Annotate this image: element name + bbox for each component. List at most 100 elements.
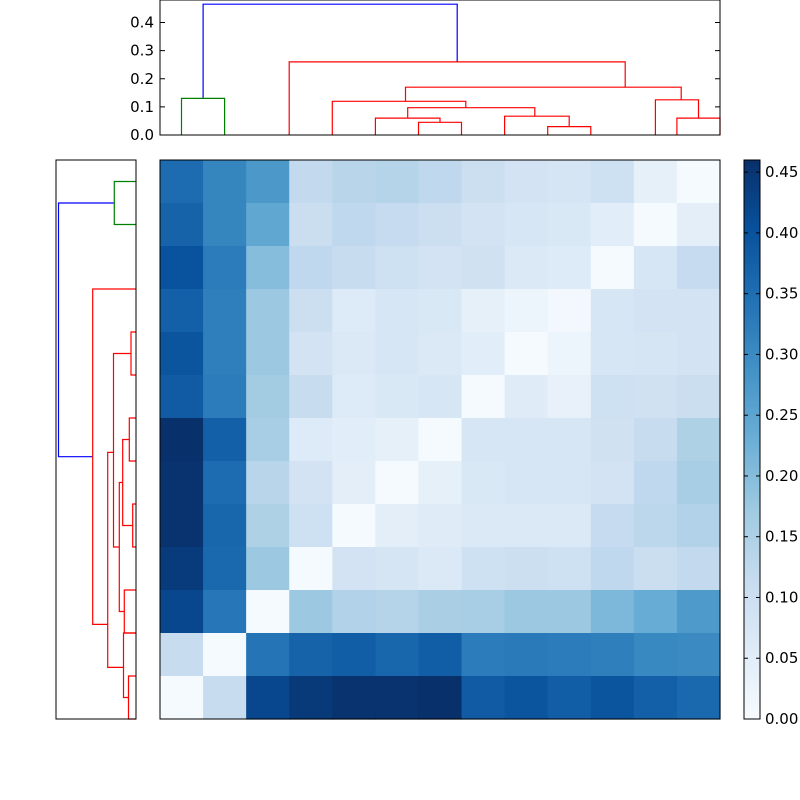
left-dendrogram-link-8 — [128, 417, 136, 462]
top-dendrogram-frame — [159, 0, 721, 136]
heatmap-cell-r1-c10 — [590, 203, 635, 247]
heatmap-cell-r11-c12 — [676, 633, 721, 677]
top-dendrogram-links — [180, 3, 721, 135]
heatmap-cell-r7-c2 — [246, 461, 290, 505]
heatmap-cell-r12-c6 — [418, 676, 463, 720]
heatmap-cell-r9-c7 — [461, 547, 506, 591]
heatmap-cell-r9-c2 — [246, 547, 290, 591]
heatmap-cell-r7-c5 — [375, 461, 420, 505]
top-dendrogram-link-7 — [417, 121, 463, 135]
heatmap-cell-r9-c9 — [547, 547, 592, 591]
top-dendrogram-link-4 — [331, 100, 467, 135]
heatmap — [159, 159, 721, 720]
heatmap-cell-r10-c2 — [246, 590, 290, 634]
top-dendrogram-link-10 — [654, 99, 700, 135]
heatmap-cell-r10-c3 — [289, 590, 333, 634]
heatmap-cell-r3-c9 — [547, 289, 592, 333]
left-dendrogram-link-9 — [132, 503, 136, 548]
heatmap-cell-r4-c5 — [375, 332, 420, 376]
heatmap-cell-r4-c0 — [160, 332, 204, 376]
heatmap-cell-r3-c0 — [160, 289, 204, 333]
heatmap-cell-r0-c4 — [332, 160, 376, 204]
heatmap-cell-r6-c0 — [160, 418, 204, 462]
top-dendrogram-link-6 — [374, 117, 441, 135]
top-dendrogram-ytick-label-4: 0.4 — [130, 14, 154, 32]
heatmap-cell-r11-c9 — [547, 633, 592, 677]
heatmap-cell-r9-c12 — [676, 547, 721, 591]
heatmap-cell-r3-c7 — [461, 289, 506, 333]
heatmap-cell-r1-c1 — [203, 203, 247, 247]
heatmap-frame — [159, 159, 721, 720]
colorbar-tick-label-8: 0.40 — [765, 224, 798, 242]
heatmap-cell-r0-c12 — [676, 160, 721, 204]
left-dendrogram-link-1 — [113, 180, 136, 226]
heatmap-cell-r5-c0 — [160, 375, 204, 419]
heatmap-cell-r12-c12 — [676, 676, 721, 720]
heatmap-cell-r5-c4 — [332, 375, 376, 419]
heatmap-cell-r0-c9 — [547, 160, 592, 204]
heatmap-cell-r1-c8 — [504, 203, 549, 247]
heatmap-cell-r10-c7 — [461, 590, 506, 634]
heatmap-cell-r12-c9 — [547, 676, 592, 720]
heatmap-cell-r0-c1 — [203, 160, 247, 204]
heatmap-cell-r1-c6 — [418, 203, 463, 247]
top-dendrogram-ytick-label-1: 0.1 — [130, 98, 154, 116]
heatmap-cell-r0-c3 — [289, 160, 333, 204]
heatmap-cell-r10-c1 — [203, 590, 247, 634]
heatmap-cell-r8-c4 — [332, 504, 376, 548]
colorbar-tick-label-5: 0.25 — [765, 406, 798, 424]
heatmap-cell-r12-c1 — [203, 676, 247, 720]
heatmap-cell-r4-c7 — [461, 332, 506, 376]
heatmap-cell-r1-c12 — [676, 203, 721, 247]
colorbar-tick-label-4: 0.20 — [765, 467, 798, 485]
heatmap-cell-r8-c8 — [504, 504, 549, 548]
top-dendrogram-link-2 — [288, 61, 626, 135]
heatmap-cell-r10-c8 — [504, 590, 549, 634]
colorbar-tick-label-9: 0.45 — [765, 163, 798, 181]
heatmap-cell-r2-c7 — [461, 246, 506, 290]
heatmap-cell-r8-c5 — [375, 504, 420, 548]
heatmap-cell-r10-c0 — [160, 590, 204, 634]
heatmap-cell-r0-c10 — [590, 160, 635, 204]
colorbar-tick-label-2: 0.10 — [765, 588, 798, 606]
heatmap-cell-r1-c11 — [633, 203, 678, 247]
heatmap-cell-r10-c5 — [375, 590, 420, 634]
heatmap-cell-r0-c7 — [461, 160, 506, 204]
heatmap-cell-r4-c9 — [547, 332, 592, 376]
heatmap-cell-r4-c2 — [246, 332, 290, 376]
top-dendrogram-link-9 — [547, 125, 592, 135]
heatmap-cell-r6-c10 — [590, 418, 635, 462]
heatmap-cell-r0-c2 — [246, 160, 290, 204]
left-dendrogram-links — [57, 180, 136, 720]
heatmap-cell-r12-c4 — [332, 676, 376, 720]
heatmap-cell-r1-c3 — [289, 203, 333, 247]
left-dendrogram-link-4 — [112, 352, 131, 548]
top-dendrogram-link-11 — [676, 117, 721, 135]
heatmap-cell-r11-c8 — [504, 633, 549, 677]
heatmap-cell-r7-c11 — [633, 461, 678, 505]
heatmap-cell-r3-c4 — [332, 289, 376, 333]
heatmap-cell-r3-c5 — [375, 289, 420, 333]
colorbar-frame — [743, 159, 761, 720]
heatmap-cell-r1-c4 — [332, 203, 376, 247]
heatmap-cell-r11-c1 — [203, 633, 247, 677]
heatmap-cell-r9-c1 — [203, 547, 247, 591]
heatmap-cell-r9-c6 — [418, 547, 463, 591]
heatmap-cell-r3-c11 — [633, 289, 678, 333]
heatmap-cell-r11-c0 — [160, 633, 204, 677]
heatmap-cell-r11-c5 — [375, 633, 420, 677]
heatmap-cell-r11-c3 — [289, 633, 333, 677]
heatmap-cell-r1-c9 — [547, 203, 592, 247]
heatmap-cell-r5-c1 — [203, 375, 247, 419]
heatmap-cell-r0-c8 — [504, 160, 549, 204]
left-dendrogram — [55, 159, 137, 720]
heatmap-cell-r4-c8 — [504, 332, 549, 376]
heatmap-cell-r10-c6 — [418, 590, 463, 634]
heatmap-cell-r3-c2 — [246, 289, 290, 333]
heatmap-cell-r2-c5 — [375, 246, 420, 290]
heatmap-cell-r4-c10 — [590, 332, 635, 376]
heatmap-cell-r5-c9 — [547, 375, 592, 419]
top-dendrogram-link-1 — [180, 97, 226, 135]
heatmap-cell-r2-c8 — [504, 246, 549, 290]
heatmap-cell-r9-c5 — [375, 547, 420, 591]
